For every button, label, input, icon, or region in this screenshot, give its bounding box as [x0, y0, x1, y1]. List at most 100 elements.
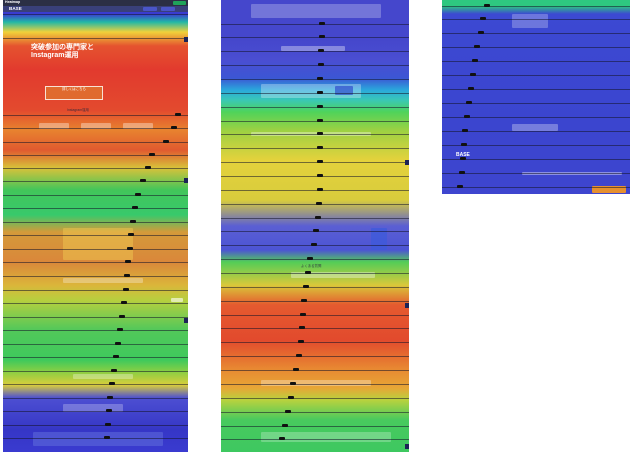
scroll-band-line [221, 356, 409, 357]
base-logo: BASE [9, 6, 22, 11]
scroll-band-line [3, 262, 188, 263]
scroll-band-line [221, 148, 409, 149]
scroll-band-line [221, 384, 409, 385]
scroll-depth-marker [301, 299, 307, 302]
scroll-band-line [3, 208, 188, 209]
scroll-depth-marker [318, 49, 324, 52]
scroll-band-line [221, 24, 409, 25]
scroll-band-line [221, 273, 409, 274]
scroll-band-line [442, 159, 630, 160]
content-heading [291, 272, 375, 278]
scroll-band-line [3, 276, 188, 277]
scroll-band-line [221, 65, 409, 66]
scroll-band-line [3, 411, 188, 412]
scroll-band-line [442, 89, 630, 90]
fold-indicator [405, 303, 409, 308]
scroll-band-line [442, 117, 630, 118]
scroll-band-line [442, 145, 630, 146]
scroll-band-line [3, 384, 188, 385]
scroll-band-line [3, 38, 188, 39]
scroll-depth-marker [106, 409, 112, 412]
content-heading [261, 380, 371, 386]
scroll-depth-marker [317, 119, 323, 122]
footer-button[interactable] [512, 124, 558, 131]
fold-indicator [405, 160, 409, 165]
fold-indicator [184, 37, 188, 42]
scroll-depth-marker [279, 437, 285, 440]
scroll-depth-marker [480, 17, 486, 20]
heatmap-overlay [442, 0, 630, 194]
scroll-band-line [221, 328, 409, 329]
scroll-depth-marker [303, 285, 309, 288]
heatmap-overlay [3, 0, 188, 452]
scroll-depth-marker [315, 216, 321, 219]
scroll-depth-marker [109, 382, 115, 385]
scroll-depth-marker [149, 153, 155, 156]
hero-title: 突破参加の専門家と Instagram運用 [31, 44, 94, 60]
scroll-band-line [442, 173, 630, 174]
scroll-depth-marker [145, 166, 151, 169]
scroll-depth-marker [484, 4, 490, 7]
page-header: BASE [3, 6, 188, 12]
scroll-depth-marker [460, 157, 466, 160]
fold-indicator [405, 444, 409, 449]
topbar-action-button[interactable] [173, 1, 186, 5]
scroll-band-line [3, 303, 188, 304]
scroll-depth-marker [317, 160, 323, 163]
feature-card [81, 123, 111, 129]
scroll-depth-marker [171, 126, 177, 129]
content-heading [512, 14, 548, 28]
scroll-band-line [221, 426, 409, 427]
feature-card [123, 123, 153, 129]
hero-title-line-2: Instagram運用 [31, 52, 79, 59]
scroll-depth-marker [123, 288, 129, 291]
feature-card [39, 123, 69, 129]
hero-cta-button[interactable]: 詳しくはこちら [45, 86, 103, 100]
scroll-depth-marker [293, 368, 299, 371]
scroll-depth-marker [317, 132, 323, 135]
scroll-depth-marker [318, 63, 324, 66]
scroll-depth-marker [119, 315, 125, 318]
content-button[interactable] [171, 298, 183, 302]
scroll-band-line [221, 342, 409, 343]
scroll-band-line [221, 287, 409, 288]
content-heading [63, 278, 143, 283]
scroll-depth-marker [298, 340, 304, 343]
scroll-band-line [221, 37, 409, 38]
browser-topbar: Heatmap [3, 0, 188, 6]
scroll-band-line [3, 128, 188, 129]
scroll-depth-marker [459, 171, 465, 174]
scroll-depth-marker [457, 185, 463, 188]
heatmap-page-column-1: Heatmap BASE 突破参加の専門家と Instagram運用 詳しくはこ… [3, 0, 188, 452]
header-nav-button[interactable] [143, 7, 157, 11]
scroll-depth-marker [466, 101, 472, 104]
scroll-depth-marker [317, 77, 323, 80]
scroll-depth-marker [130, 220, 136, 223]
header-nav-button[interactable] [161, 7, 175, 11]
scroll-band-line [3, 398, 188, 399]
scroll-depth-marker [135, 193, 141, 196]
scroll-depth-marker [288, 396, 294, 399]
scroll-band-line [221, 204, 409, 205]
scroll-depth-marker [313, 229, 319, 232]
footer-cta-block [261, 432, 391, 442]
scroll-depth-marker [472, 59, 478, 62]
scroll-depth-marker [300, 313, 306, 316]
scroll-depth-marker [290, 382, 296, 385]
scroll-band-line [442, 33, 630, 34]
footer-cta-button[interactable] [592, 186, 626, 193]
scroll-band-line [3, 425, 188, 426]
scroll-depth-marker [128, 233, 134, 236]
hero-title-line-1: 突破参加の専門家と [31, 44, 94, 51]
fold-indicator [184, 178, 188, 183]
content-heading [281, 46, 345, 51]
scroll-band-line [3, 14, 188, 15]
scroll-depth-marker [319, 35, 325, 38]
scroll-band-line [3, 155, 188, 156]
scroll-band-line [221, 93, 409, 94]
scroll-band-line [3, 195, 188, 196]
footer-text-block [63, 404, 123, 412]
scroll-depth-marker [307, 257, 313, 260]
scroll-band-line [442, 19, 630, 20]
scroll-depth-marker [282, 424, 288, 427]
